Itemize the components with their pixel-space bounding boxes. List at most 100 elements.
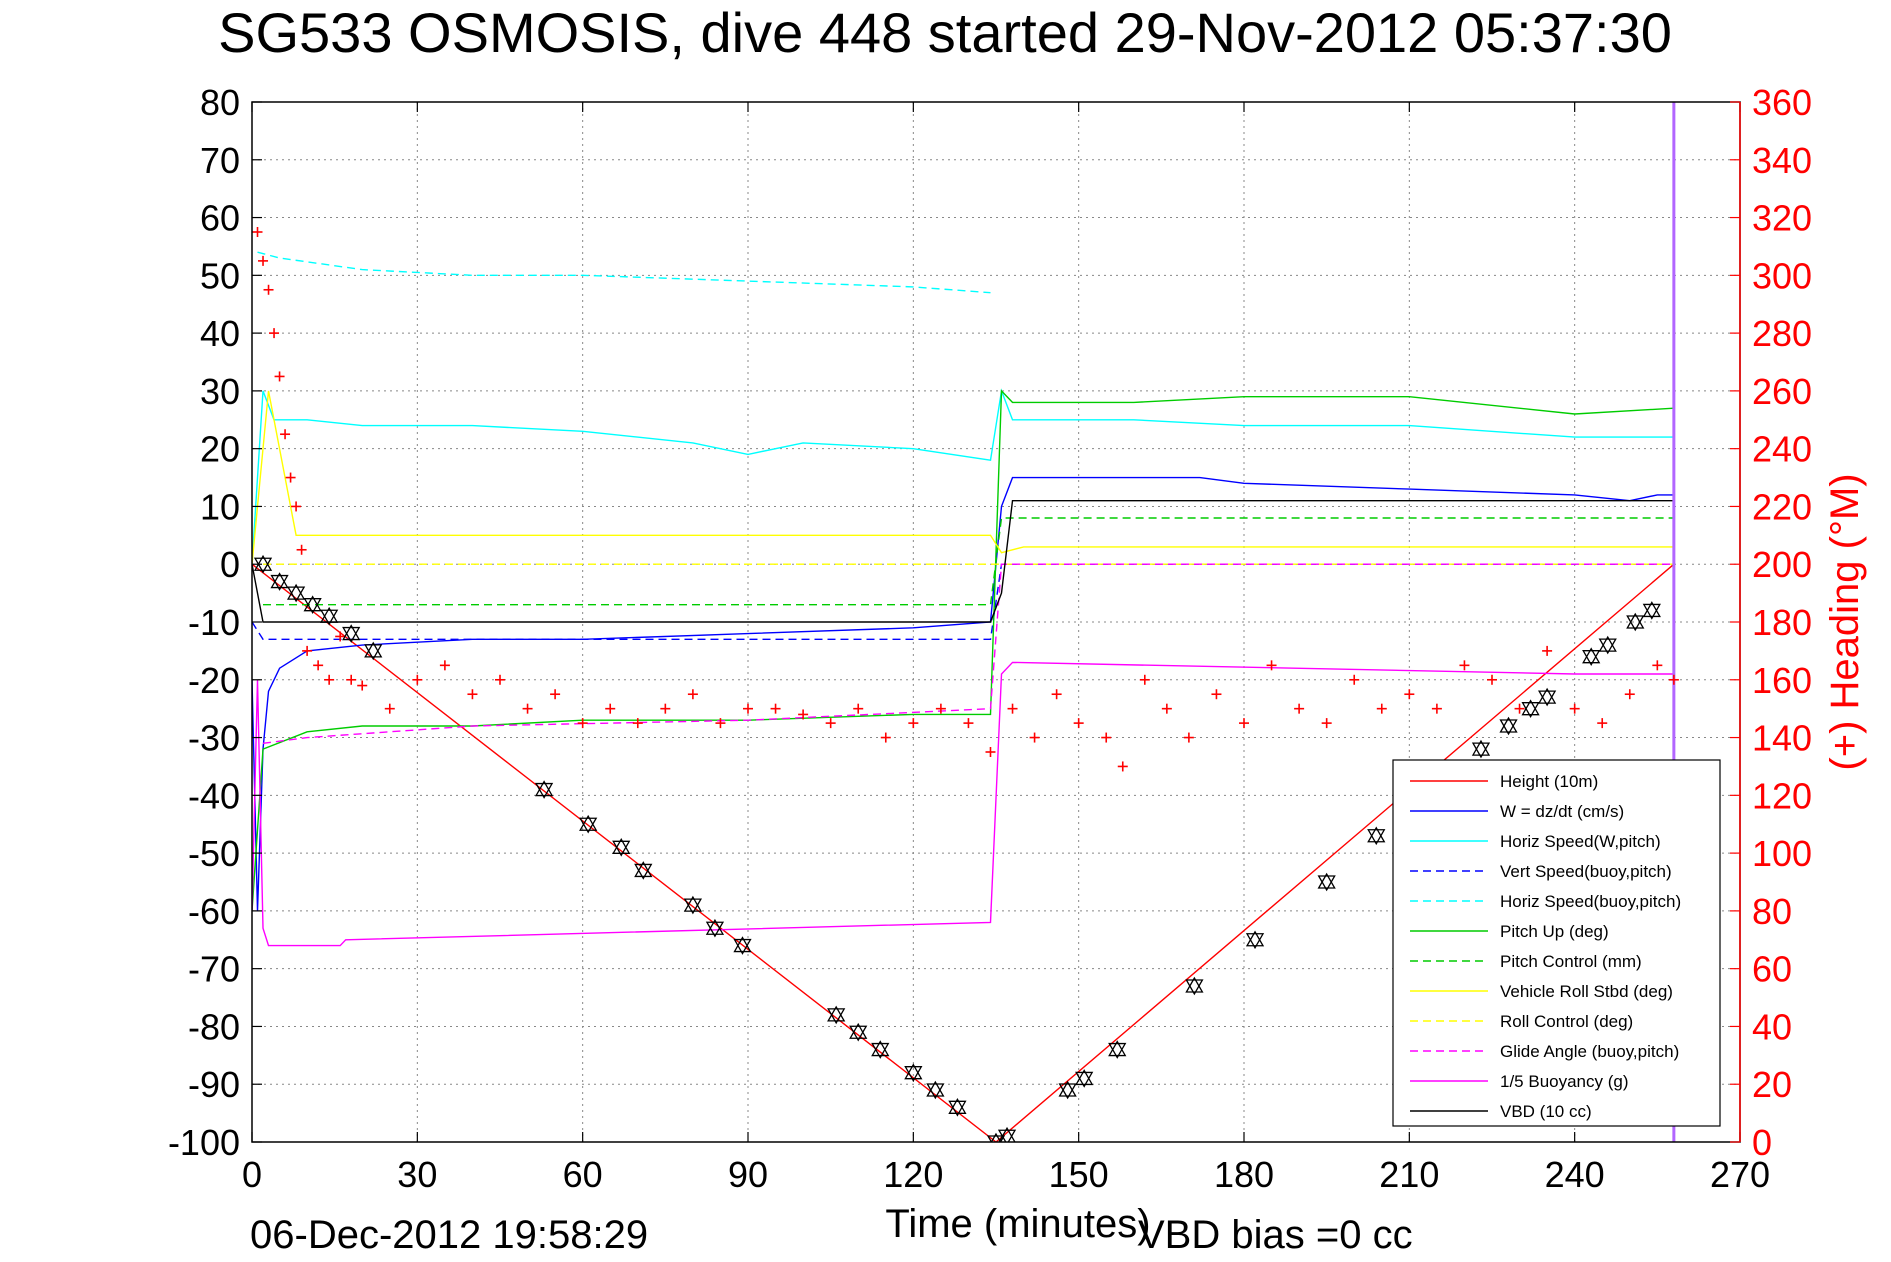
height-marker-down: [1582, 650, 1601, 666]
right-y-tick-label: 260: [1752, 371, 1812, 412]
height-marker-up: [1075, 1069, 1094, 1086]
height-marker-down: [1317, 875, 1336, 892]
y-tick-label: 0: [220, 544, 240, 585]
height-marker: [634, 861, 653, 880]
height-marker-up: [904, 1063, 923, 1080]
height-marker: [849, 1022, 868, 1042]
height-marker: [1317, 872, 1336, 892]
heading-point: [1349, 674, 1360, 685]
y-tick-label: 10: [200, 486, 240, 527]
height-marker-up: [1185, 976, 1204, 993]
heading-point: [1459, 660, 1470, 671]
y-tick-label: -100: [168, 1122, 240, 1163]
height-marker: [1367, 826, 1386, 846]
height-marker: [1626, 612, 1645, 632]
legend-label-1-5-buoyancy-g: 1/5 Buoyancy (g): [1500, 1072, 1629, 1091]
y-tick-label: 50: [200, 255, 240, 296]
height-marker-up: [579, 814, 598, 831]
height-marker-up: [1598, 635, 1617, 652]
height-marker-up: [1471, 739, 1491, 756]
right-y-tick-label: 360: [1752, 82, 1812, 123]
heading-point: [1161, 703, 1172, 714]
x-tick-label: 90: [728, 1154, 768, 1195]
height-marker: [827, 1005, 846, 1025]
heading-point: [522, 703, 533, 714]
heading-point: [1652, 660, 1663, 671]
height-marker-up: [270, 572, 289, 589]
legend-label-vert-speed-buoy-pitch: Vert Speed(buoy,pitch): [1500, 862, 1672, 881]
height-marker-up: [253, 554, 273, 571]
height-marker-down: [1598, 638, 1617, 655]
height-marker: [286, 583, 306, 603]
height-marker-up: [342, 624, 361, 641]
y-tick-label: -80: [188, 1006, 240, 1047]
x-tick-label: 240: [1545, 1154, 1605, 1195]
height-marker: [579, 814, 598, 834]
series-line-w-dz-dt-cm-s: [252, 476, 1674, 911]
heading-point: [1668, 674, 1679, 685]
heading-point: [1624, 689, 1635, 700]
height-marker-up: [1245, 930, 1265, 947]
chart-title: SG533 OSMOSIS, dive 448 started 29-Nov-2…: [218, 1, 1672, 64]
heading-point: [1569, 703, 1580, 714]
series-line-height-10m: [252, 563, 1675, 1142]
heading-point: [274, 371, 285, 382]
axis-ticks: 0 30 60 90 120 150 180 210 240 270 80 70 60 50 40 30 20 1…: [168, 82, 1812, 1195]
height-marker-down: [1642, 603, 1661, 620]
right-y-tick-label: 0: [1752, 1122, 1772, 1163]
height-marker: [926, 1080, 945, 1100]
legend-label-vehicle-roll-stbd-deg: Vehicle Roll Stbd (deg): [1500, 982, 1673, 1001]
height-marker-down: [904, 1066, 923, 1082]
height-marker-down: [270, 574, 289, 591]
height-marker-up: [286, 583, 306, 600]
height-marker: [342, 624, 361, 643]
heading-point: [1211, 689, 1222, 700]
height-marker-up: [1642, 601, 1661, 618]
y-tick-label: 40: [200, 313, 240, 354]
heading-point: [1139, 674, 1150, 685]
height-marker-up: [926, 1080, 945, 1097]
right-y-tick-label: 80: [1752, 891, 1792, 932]
height-marker-up: [827, 1005, 846, 1022]
height-marker-down: [683, 898, 703, 915]
heading-point: [1431, 703, 1442, 714]
height-marker: [904, 1063, 923, 1082]
right-y-tick-label: 160: [1752, 660, 1812, 701]
height-marker-down: [926, 1083, 945, 1100]
heading-point: [1294, 703, 1305, 714]
height-marker: [364, 641, 383, 661]
x-axis-label: Time (minutes): [885, 1202, 1150, 1246]
y-tick-label: -10: [188, 602, 240, 643]
height-marker-up: [1521, 699, 1540, 716]
heading-point: [743, 703, 753, 714]
heading-point: [1266, 660, 1277, 671]
heading-point: [467, 689, 478, 700]
heading-point: [296, 544, 307, 555]
height-marker-up: [705, 918, 725, 935]
series-line-horiz-speed-w-pitch: [252, 388, 1674, 565]
series-line-pitch-up-deg: [252, 389, 1674, 911]
legend-label-height-10m: Height (10m): [1500, 772, 1598, 791]
series-line-vehicle-roll-stbd-deg: [252, 390, 1674, 565]
height-marker: [705, 918, 725, 938]
right-y-tick-label: 40: [1752, 1006, 1792, 1047]
height-marker: [1185, 976, 1204, 996]
heading-point: [258, 255, 269, 266]
right-y-tick-label: 140: [1752, 718, 1812, 759]
height-marker-down: [253, 557, 273, 574]
series-line-vbd-10-cc: [252, 500, 1674, 623]
grid-layer: [252, 102, 1740, 1142]
heading-point: [715, 718, 726, 729]
height-marker: [948, 1098, 967, 1117]
legend-label-horiz-speed-buoy-pitch: Horiz Speed(buoy,pitch): [1500, 892, 1681, 911]
series-line-horiz-speed-buoy-pitch: [257, 251, 991, 294]
series-line-pitch-control-mm: [263, 517, 1674, 606]
heading-point: [1101, 732, 1112, 743]
height-marker: [270, 572, 289, 591]
right-y-tick-label: 220: [1752, 486, 1812, 527]
height-marker-down: [1499, 719, 1518, 736]
heading-point: [495, 674, 505, 685]
height-marker-down: [320, 609, 339, 626]
height-marker: [1058, 1080, 1077, 1100]
heading-point: [324, 674, 335, 685]
